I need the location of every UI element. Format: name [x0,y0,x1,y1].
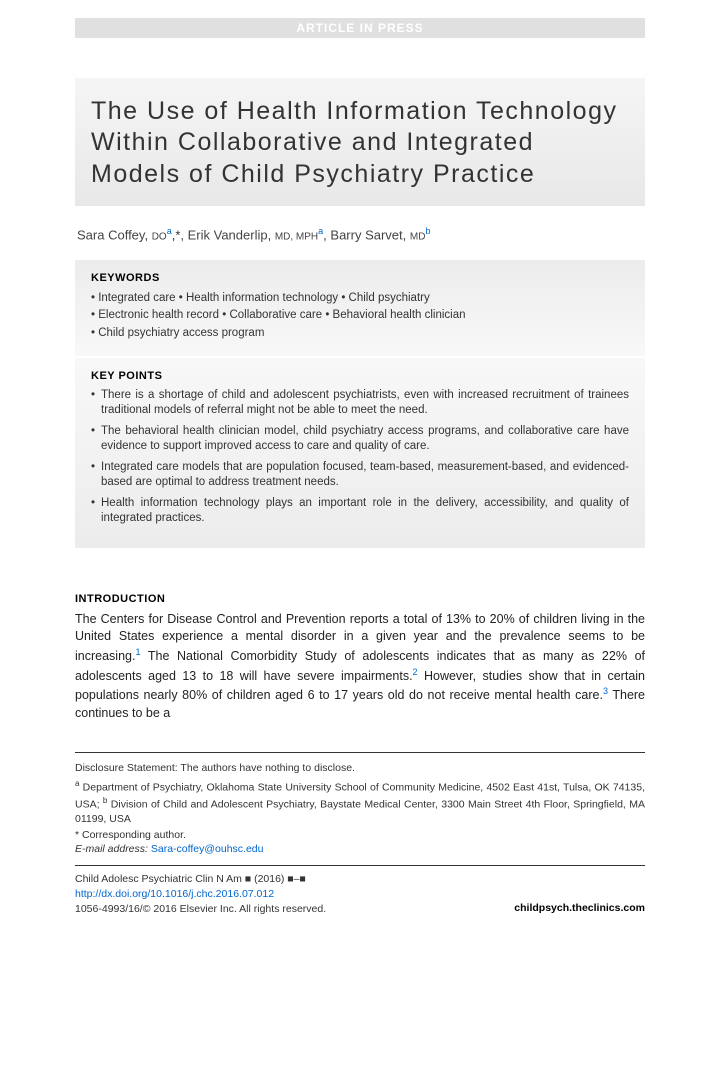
authors-line: Sara Coffey, DOa,*, Erik Vanderlip, MD, … [75,226,645,242]
journal-website[interactable]: childpsych.theclinics.com [514,902,645,916]
author-3-degree: MD [410,231,426,242]
publication-info: Child Adolesc Psychiatric Clin N Am ■ (2… [75,865,645,916]
disclosure-statement: Disclosure Statement: The authors have n… [75,761,645,776]
doi-link[interactable]: http://dx.doi.org/10.1016/j.chc.2016.07.… [75,888,274,900]
keywords-heading: KEYWORDS [91,272,629,284]
keywords-block: KEYWORDS • Integrated care • Health info… [75,260,645,356]
author-3-affiliation: b [425,226,430,236]
email-line: E-mail address: Sara-coffey@ouhsc.edu [75,843,645,855]
issn-copyright: 1056-4993/16/© 2016 Elsevier Inc. All ri… [75,903,326,915]
introduction-paragraph: The Centers for Disease Control and Prev… [75,611,645,722]
affiliation-b-text: Division of Child and Adolescent Psychia… [75,799,645,826]
corresponding-author: * Corresponding author. [75,829,645,841]
author-2-name: Erik Vanderlip [188,227,268,242]
footer-rule [75,752,645,753]
author-3-name: Barry Sarvet [330,227,402,242]
journal-name: Child Adolesc Psychiatric Clin N Am [75,873,245,885]
keypoints-block: KEY POINTS There is a shortage of child … [75,358,645,548]
article-in-press-banner: ARTICLE IN PRESS [75,18,645,38]
author-2-degree: MD, MPH [275,231,318,242]
affiliations: a Department of Psychiatry, Oklahoma Sta… [75,778,645,827]
volume-info: ■ (2016) ■–■ [245,873,306,885]
keywords-line-3: • Child psychiatry access program [91,325,629,342]
email-link[interactable]: Sara-coffey@ouhsc.edu [151,843,264,855]
keywords-line-1: • Integrated care • Health information t… [91,290,629,307]
keypoints-heading: KEY POINTS [91,370,629,382]
keypoint-item: The behavioral health clinician model, c… [91,424,629,455]
keypoint-item: Health information technology plays an i… [91,496,629,527]
author-1-corresponding: ,* [172,227,181,242]
publication-info-left: Child Adolesc Psychiatric Clin N Am ■ (2… [75,872,326,916]
keywords-line-2: • Electronic health record • Collaborati… [91,307,629,324]
title-block: The Use of Health Information Technology… [75,78,645,206]
keypoint-item: Integrated care models that are populati… [91,460,629,491]
introduction-heading: INTRODUCTION [75,593,645,605]
author-2-affiliation: a [318,226,323,236]
author-1-name: Sara Coffey [77,227,144,242]
email-label: E-mail address: [75,843,151,855]
article-title: The Use of Health Information Technology… [91,96,629,190]
keypoints-list: There is a shortage of child and adolesc… [91,388,629,527]
keypoint-item: There is a shortage of child and adolesc… [91,388,629,419]
author-1-degree: DO [152,231,167,242]
